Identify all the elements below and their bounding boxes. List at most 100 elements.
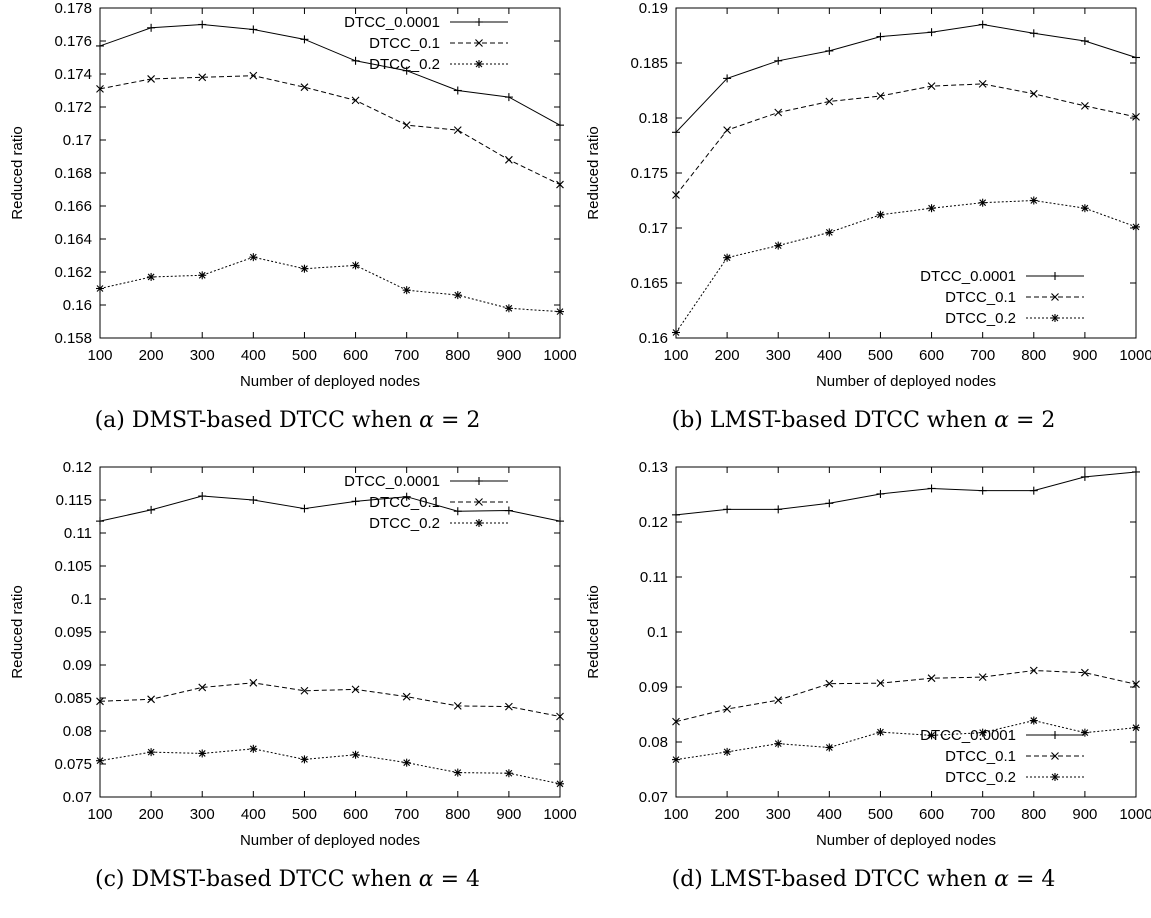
y-tick-label: 0.105	[54, 558, 92, 575]
data-point	[876, 728, 885, 737]
y-tick-label: 0.08	[63, 723, 92, 740]
data-point	[774, 739, 783, 748]
data-point	[723, 126, 732, 134]
legend-marker	[1051, 731, 1059, 739]
x-tick-label: 500	[292, 347, 317, 364]
data-point	[147, 272, 156, 281]
legend-label: DTCC_0.0001	[920, 727, 1016, 744]
data-point	[300, 264, 309, 273]
x-tick-label: 600	[919, 806, 944, 823]
series-line-DTCC_0.1	[99, 682, 561, 717]
x-tick-label: 600	[343, 806, 368, 823]
line-chart: 0.158 0.16 0.162 0.164 0.166 0.168 0.17 0.172 0.…	[9, 0, 577, 390]
data-point	[504, 506, 513, 515]
y-tick-label: 0.12	[63, 459, 92, 476]
legend-label: DTCC_0.1	[369, 494, 440, 511]
legend-label: DTCC_0.2	[945, 769, 1016, 786]
data-point	[198, 492, 207, 501]
x-tick-label: 800	[1021, 347, 1046, 364]
data-point	[402, 121, 411, 130]
series-line-DTCC_0.0001	[99, 495, 561, 522]
data-point	[774, 241, 783, 250]
y-tick-label: 0.185	[630, 55, 668, 72]
data-point	[672, 755, 680, 764]
data-point	[723, 74, 732, 83]
data-point	[198, 749, 207, 758]
data-point	[249, 744, 258, 753]
y-axis-label: Reduced ratio	[9, 585, 26, 678]
data-point	[672, 328, 680, 337]
data-point	[504, 93, 513, 102]
data-point	[96, 517, 104, 526]
y-tick-label: 0.09	[639, 679, 668, 696]
x-tick-label: 500	[868, 347, 893, 364]
data-point	[723, 505, 732, 514]
x-tick-label: 700	[394, 806, 419, 823]
data-point	[504, 304, 513, 313]
chart-panel-b: 0.16 0.165 0.17 0.175 0.18 0.185 0.19 100 200 300…	[576, 0, 1151, 459]
y-tick-label: 0.1	[71, 591, 92, 608]
legend-marker	[475, 60, 483, 68]
data-point	[672, 717, 680, 726]
data-point	[825, 499, 834, 508]
data-point	[402, 66, 411, 75]
data-point	[249, 25, 258, 34]
y-tick-label: 0.16	[63, 297, 92, 314]
x-tick-label: 900	[1072, 806, 1097, 823]
y-tick-label: 0.176	[54, 33, 92, 50]
series-line-DTCC_0.0001	[675, 471, 1137, 516]
y-tick-label: 0.085	[54, 690, 92, 707]
caption-prefix: (c) DMST-based DTCC when	[94, 867, 419, 892]
legend-marker	[1051, 272, 1059, 280]
x-tick-label: 400	[817, 347, 842, 364]
x-tick-label: 100	[87, 347, 112, 364]
data-point	[1132, 113, 1140, 121]
plot-frame	[675, 7, 1137, 339]
x-tick-label: 700	[394, 347, 419, 364]
y-tick-label: 0.09	[63, 657, 92, 674]
data-point	[96, 41, 104, 50]
data-point	[300, 83, 309, 92]
legend-marker	[475, 39, 483, 47]
y-tick-label: 0.17	[639, 220, 668, 237]
x-tick-label: 1000	[1119, 806, 1151, 823]
x-tick-label: 1000	[1119, 347, 1151, 364]
data-point	[927, 82, 936, 90]
data-point	[876, 679, 885, 688]
series-line-DTCC_0.2	[675, 720, 1137, 761]
x-tick-label: 800	[445, 806, 470, 823]
y-axis-label: Reduced ratio	[585, 585, 602, 678]
x-tick-label: 700	[970, 806, 995, 823]
data-point	[1132, 222, 1140, 231]
x-tick-label: 100	[87, 806, 112, 823]
legend-label: DTCC_0.2	[369, 56, 440, 73]
data-point	[96, 756, 104, 765]
data-point	[1132, 467, 1140, 476]
data-point	[198, 271, 207, 280]
y-tick-label: 0.095	[54, 624, 92, 641]
data-point	[300, 35, 309, 44]
y-tick-label: 0.11	[64, 525, 92, 542]
x-tick-label: 900	[496, 347, 521, 364]
caption-suffix: = 4	[433, 867, 480, 892]
x-tick-label: 100	[663, 347, 688, 364]
data-point	[825, 46, 834, 55]
plot-frame	[675, 466, 1137, 798]
data-point	[825, 743, 834, 752]
data-point	[876, 92, 885, 100]
y-tick-label: 0.165	[630, 275, 668, 292]
data-point	[351, 96, 360, 105]
legend-marker	[475, 477, 483, 485]
x-tick-label: 900	[496, 806, 521, 823]
y-tick-label: 0.08	[639, 734, 668, 751]
y-tick-label: 0.174	[54, 66, 92, 83]
data-point	[672, 510, 680, 519]
legend-marker	[1051, 293, 1059, 301]
legend-marker	[475, 519, 483, 527]
data-point	[1029, 29, 1038, 38]
y-tick-label: 0.168	[54, 165, 92, 182]
data-point	[96, 84, 104, 93]
data-point	[300, 755, 309, 764]
caption-variable: α	[994, 867, 1009, 892]
series-line-DTCC_0.1	[675, 83, 1137, 196]
